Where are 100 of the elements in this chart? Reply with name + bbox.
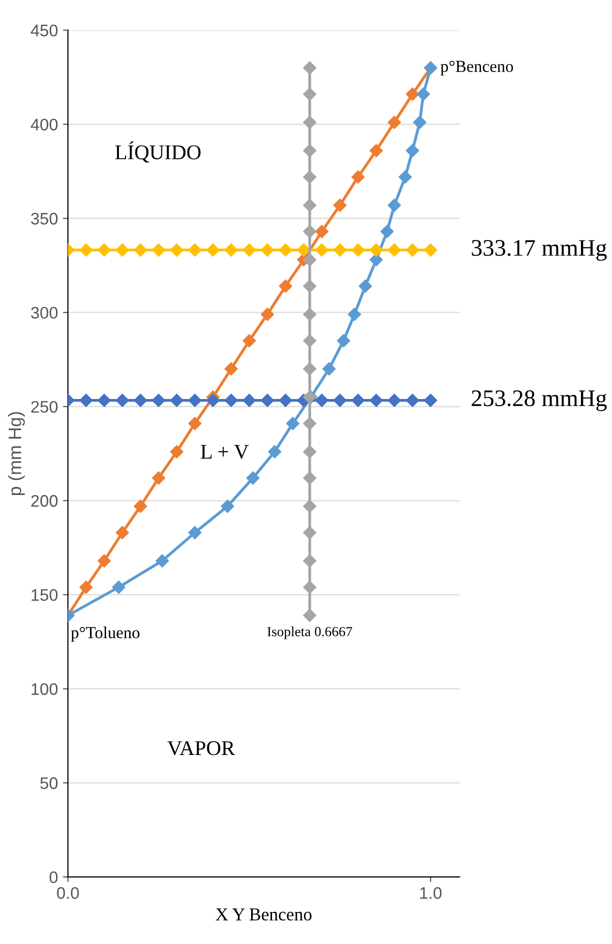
y-tick-label: 100 bbox=[32, 683, 58, 696]
point bbox=[98, 554, 111, 568]
point bbox=[303, 198, 316, 212]
point bbox=[278, 394, 292, 407]
point bbox=[278, 280, 292, 293]
point bbox=[224, 394, 238, 407]
point bbox=[315, 243, 328, 257]
point bbox=[224, 243, 238, 257]
annotation: Isopleta 0.6667 bbox=[267, 626, 352, 640]
point bbox=[424, 394, 438, 407]
point bbox=[303, 554, 316, 568]
point bbox=[134, 394, 148, 407]
point bbox=[112, 580, 126, 594]
x-tick-label: 0.0 bbox=[57, 887, 79, 899]
point bbox=[188, 416, 202, 430]
point bbox=[188, 526, 202, 540]
point bbox=[303, 608, 316, 622]
y-axis-title: p (mm Hg) bbox=[8, 412, 25, 496]
point bbox=[242, 243, 256, 257]
point bbox=[380, 224, 394, 238]
point bbox=[260, 308, 274, 321]
point bbox=[170, 243, 184, 257]
point bbox=[134, 243, 148, 257]
point bbox=[351, 170, 365, 184]
point bbox=[358, 280, 372, 293]
point bbox=[303, 445, 316, 458]
point bbox=[398, 170, 412, 184]
point bbox=[116, 526, 129, 540]
point bbox=[303, 253, 316, 266]
text: 253.28 mmHg bbox=[472, 390, 607, 412]
point bbox=[351, 243, 365, 257]
point bbox=[370, 253, 383, 266]
point bbox=[388, 116, 401, 129]
point bbox=[268, 445, 282, 458]
point bbox=[303, 471, 316, 485]
point bbox=[406, 88, 420, 101]
point bbox=[388, 394, 401, 407]
point bbox=[98, 243, 111, 257]
point bbox=[348, 308, 362, 321]
point bbox=[224, 362, 238, 376]
y-tick-label: 450 bbox=[30, 24, 58, 36]
point bbox=[206, 394, 220, 407]
point bbox=[152, 243, 166, 257]
point bbox=[303, 308, 316, 321]
annotation: p°Tolueno bbox=[70, 626, 140, 642]
annotation: LÍQUIDO bbox=[115, 141, 201, 163]
point bbox=[370, 144, 383, 158]
x-tick-label: 1.0 bbox=[420, 887, 442, 899]
point bbox=[260, 243, 274, 257]
point bbox=[303, 88, 316, 101]
point bbox=[170, 394, 184, 407]
point bbox=[303, 144, 316, 158]
point bbox=[333, 394, 347, 407]
point bbox=[278, 243, 292, 257]
point bbox=[322, 362, 336, 376]
point bbox=[333, 243, 347, 257]
point bbox=[246, 471, 260, 485]
y-tick-label: 250 bbox=[31, 400, 58, 413]
y-tick-label: 0 bbox=[50, 871, 58, 884]
point bbox=[303, 170, 316, 184]
point bbox=[303, 500, 316, 513]
text: 333.17 mmHg bbox=[472, 240, 607, 261]
point bbox=[413, 116, 426, 129]
point bbox=[152, 394, 166, 407]
point bbox=[303, 116, 316, 129]
point bbox=[152, 471, 166, 485]
point bbox=[79, 243, 93, 257]
point bbox=[98, 394, 111, 407]
point bbox=[156, 554, 169, 568]
point bbox=[333, 198, 347, 212]
point bbox=[406, 144, 420, 158]
point bbox=[416, 88, 430, 101]
point bbox=[303, 416, 316, 430]
point bbox=[188, 243, 202, 257]
point bbox=[336, 334, 350, 348]
point bbox=[260, 394, 274, 407]
annotation: VAPOR bbox=[167, 741, 236, 756]
y-tick-label: 300 bbox=[31, 306, 58, 319]
point bbox=[303, 362, 316, 376]
point bbox=[303, 526, 316, 540]
point bbox=[351, 394, 365, 407]
point bbox=[303, 280, 316, 293]
point bbox=[315, 224, 328, 238]
point bbox=[116, 394, 129, 407]
annotation: L + V bbox=[200, 444, 249, 459]
point bbox=[297, 243, 310, 257]
point bbox=[388, 198, 401, 212]
point bbox=[242, 334, 256, 348]
point bbox=[188, 394, 202, 407]
point bbox=[242, 394, 256, 407]
point bbox=[303, 61, 316, 74]
point bbox=[286, 416, 300, 430]
y-tick-label: 200 bbox=[31, 495, 58, 507]
point bbox=[303, 334, 316, 348]
point bbox=[220, 500, 234, 513]
point bbox=[424, 243, 438, 257]
point bbox=[170, 445, 184, 458]
point bbox=[315, 394, 328, 407]
point bbox=[206, 243, 220, 257]
point bbox=[303, 224, 316, 238]
